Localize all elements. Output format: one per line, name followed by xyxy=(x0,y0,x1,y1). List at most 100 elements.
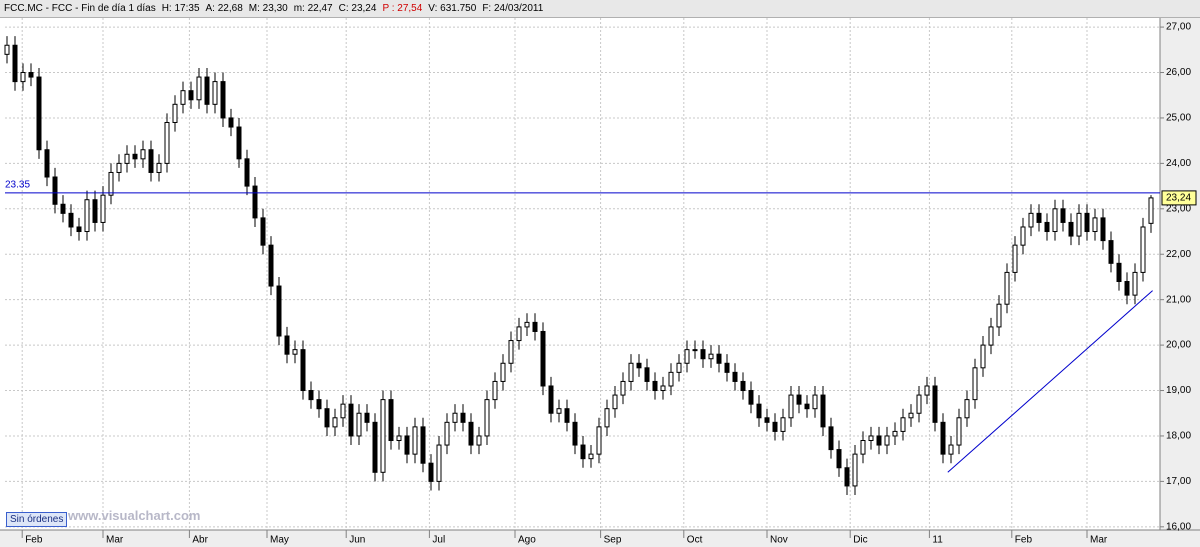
candle-body xyxy=(180,90,186,105)
candle-body xyxy=(980,344,986,369)
candle-body xyxy=(1060,208,1066,223)
header-field: M: 23,30 xyxy=(248,3,288,14)
candle-body xyxy=(140,149,146,160)
candle-body xyxy=(428,462,434,482)
x-tick-label: May xyxy=(270,535,289,546)
x-tick-label: Sep xyxy=(604,535,622,546)
candle-body xyxy=(804,403,810,410)
candle-body xyxy=(260,217,266,246)
y-tick-label: 18,00 xyxy=(1166,431,1191,442)
candle-body xyxy=(1116,262,1122,282)
candle-body xyxy=(764,417,770,423)
candle-body xyxy=(100,194,106,223)
candle-body xyxy=(580,444,586,460)
candle-body xyxy=(940,421,946,455)
candle-body xyxy=(556,408,562,414)
candle-body xyxy=(372,421,378,473)
candle-body xyxy=(564,408,570,423)
header-field: F: 24/03/2011 xyxy=(482,3,544,14)
candle-body xyxy=(36,76,42,151)
candle-body xyxy=(1100,217,1106,242)
candle-body xyxy=(364,412,370,423)
candle-body xyxy=(396,435,402,442)
candle-body xyxy=(932,385,938,423)
x-tick-label: Ago xyxy=(518,535,536,546)
candle-body xyxy=(276,285,282,337)
candle-body xyxy=(92,199,98,223)
candle-body xyxy=(228,117,234,128)
candle-body xyxy=(860,440,866,455)
header-field: H: 17:35 xyxy=(161,3,200,14)
candle-body xyxy=(212,81,218,105)
x-tick-label: Abr xyxy=(192,535,208,546)
y-tick-label: 19,00 xyxy=(1166,385,1191,396)
x-tick-label: 11 xyxy=(932,535,943,546)
candle-body xyxy=(1108,240,1114,264)
candle-body xyxy=(84,199,90,233)
candle-body xyxy=(12,44,18,83)
level-label: 23.35 xyxy=(5,180,30,191)
candle-body xyxy=(740,380,746,392)
candle-body xyxy=(692,349,698,352)
candle-body xyxy=(308,390,314,401)
candle-body xyxy=(388,399,394,442)
candle-body xyxy=(508,340,514,364)
candle-body xyxy=(220,81,226,119)
header-field: V: 631.750 xyxy=(428,3,477,14)
candle-body xyxy=(924,385,930,396)
orders-button[interactable]: Sin órdenes xyxy=(6,512,68,527)
candle-body xyxy=(708,353,714,360)
y-tick-label: 16,00 xyxy=(1166,521,1191,532)
x-tick-label: Feb xyxy=(25,535,43,546)
candle-body xyxy=(1132,271,1138,296)
candle-body xyxy=(476,435,482,446)
candle-body xyxy=(316,399,322,410)
candle-body xyxy=(836,449,842,469)
candle-body xyxy=(948,444,954,455)
candle-body xyxy=(700,349,706,360)
candle-body xyxy=(788,394,794,419)
candle-body xyxy=(1052,208,1058,233)
last-price-box xyxy=(1161,190,1197,206)
candle-body xyxy=(1036,212,1042,223)
candle-body xyxy=(772,421,778,432)
y-tick-label: 27,00 xyxy=(1166,22,1191,33)
x-tick-label: Nov xyxy=(770,535,788,546)
candle-body xyxy=(828,426,834,451)
candle-body xyxy=(844,467,850,487)
last-price-label: 23,24 xyxy=(1166,193,1191,204)
candle-body xyxy=(540,330,546,387)
candle-body xyxy=(356,412,362,437)
candle-body xyxy=(644,367,650,382)
candle-body xyxy=(916,394,922,414)
candle-body xyxy=(868,435,874,442)
y-axis-panel xyxy=(1160,18,1200,530)
candle-body xyxy=(996,303,1002,328)
candle-body xyxy=(460,412,466,423)
x-tick-label: Jul xyxy=(432,535,445,546)
candle-body xyxy=(196,76,202,101)
candle-body xyxy=(348,403,354,437)
candle-body xyxy=(4,44,10,55)
candle-body xyxy=(532,321,538,332)
candle-body xyxy=(796,394,802,405)
candle-body xyxy=(988,326,994,346)
candle-body xyxy=(780,417,786,432)
candle-body xyxy=(1084,212,1090,233)
candle-body xyxy=(812,394,818,410)
candle-body xyxy=(172,103,178,123)
y-tick-label: 17,00 xyxy=(1166,476,1191,487)
candle-body xyxy=(676,362,682,373)
candle-body xyxy=(188,90,194,101)
candle-body xyxy=(76,226,82,233)
x-tick-label: Oct xyxy=(687,535,703,546)
candle-body xyxy=(1068,221,1074,237)
candle-body xyxy=(332,417,338,428)
candle-body xyxy=(148,149,154,173)
y-tick-label: 24,00 xyxy=(1166,158,1191,169)
candle-body xyxy=(108,171,114,196)
candle-body xyxy=(548,385,554,414)
candle-body xyxy=(116,162,122,173)
